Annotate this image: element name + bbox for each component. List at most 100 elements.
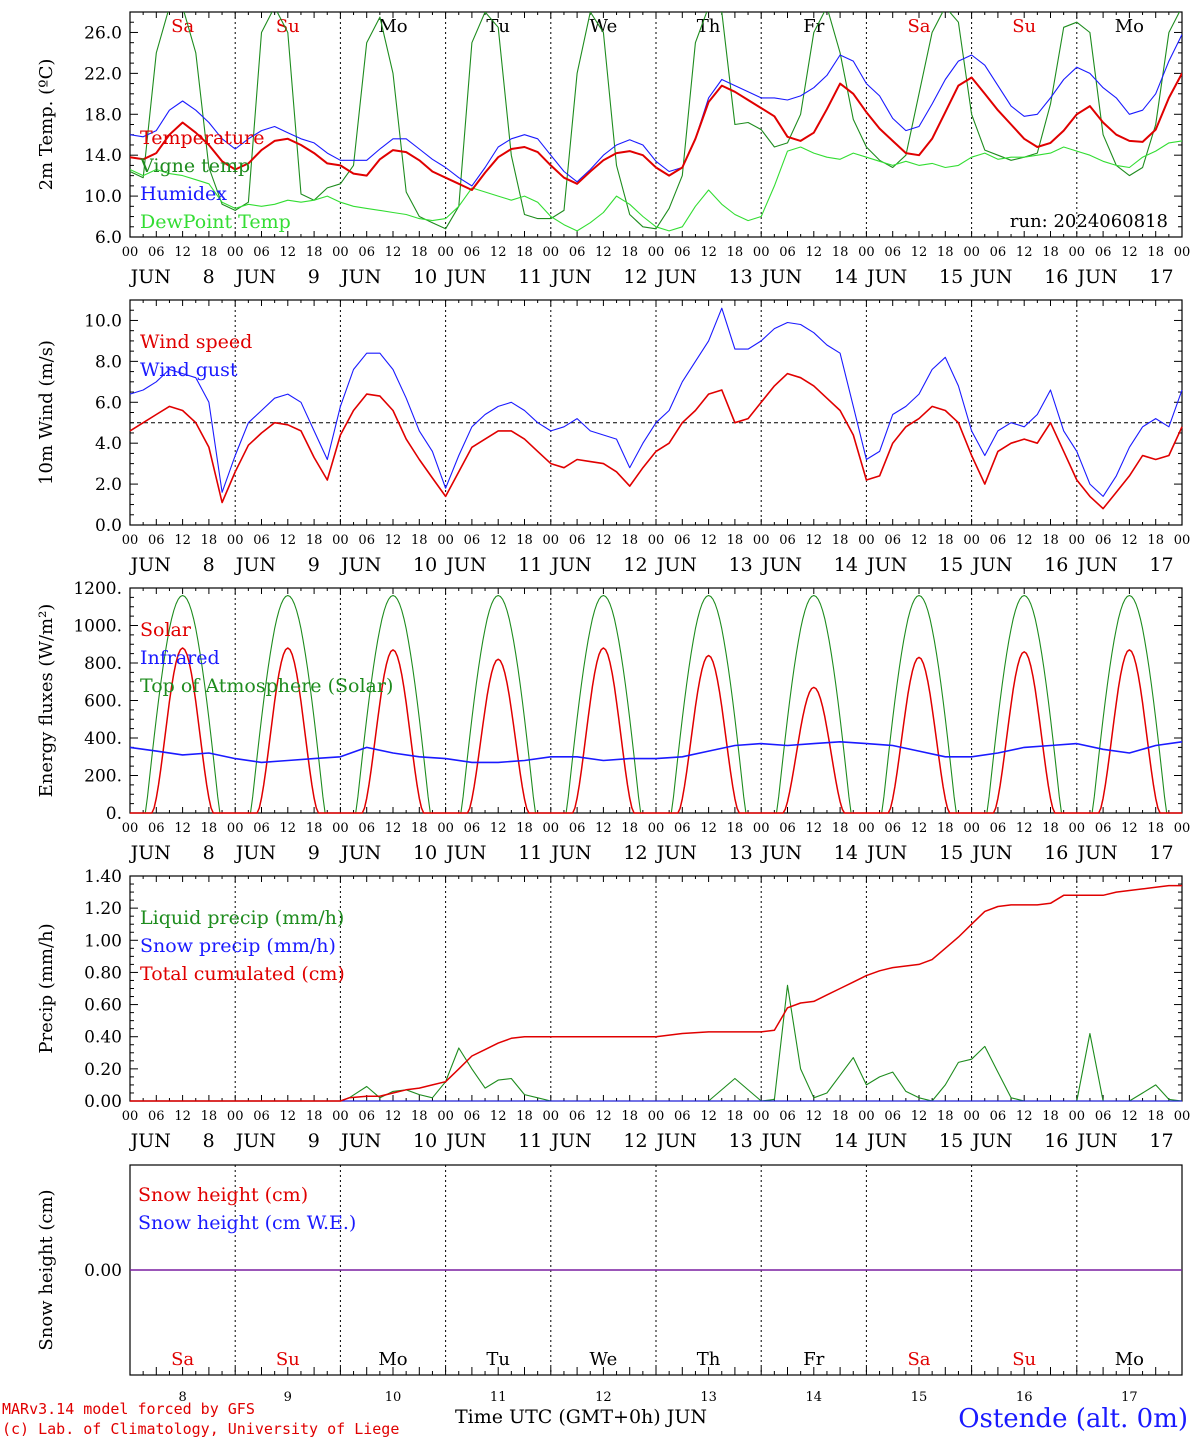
day-number-label: 14 (834, 1130, 858, 1152)
day-number-label: 16 (1016, 1390, 1033, 1405)
month-label: JUN (234, 266, 276, 288)
day-number-label: 12 (623, 842, 647, 864)
hour-tick-label: 12 (490, 533, 507, 548)
hour-tick-label: 00 (1174, 821, 1191, 836)
hour-tick-label: 12 (385, 1109, 402, 1124)
y-tick-label: 1.20 (84, 899, 122, 919)
hour-tick-label: 06 (1095, 533, 1112, 548)
month-label: JUN (865, 842, 907, 864)
hour-tick-label: 00 (1069, 821, 1086, 836)
legend-entry: Liquid precip (mm/h) (140, 907, 344, 929)
hour-tick-label: 06 (358, 533, 375, 548)
day-number-label: 17 (1149, 554, 1173, 576)
weekday-label: Su (276, 1349, 300, 1370)
day-number-label: 16 (1044, 842, 1068, 864)
hour-tick-label: 12 (911, 821, 928, 836)
hour-tick-label: 18 (621, 533, 638, 548)
y-axis-label: Snow height (cm) (36, 1189, 57, 1350)
y-tick-label: 800. (84, 654, 122, 674)
legend-entry: Humidex (140, 183, 227, 205)
hour-tick-label: 18 (201, 533, 218, 548)
hour-tick-label: 12 (280, 1109, 297, 1124)
y-tick-label: 600. (84, 692, 122, 712)
weekday-label: Mo (1115, 1349, 1144, 1370)
y-tick-label: 1.00 (84, 931, 122, 951)
hour-tick-label: 00 (122, 821, 139, 836)
panel-energy: 00 06 12 18 00 06 12 18 00 06 12 18 00 06 12 18 00 06 12 18… (36, 579, 1190, 864)
day-number-label: 8 (203, 1130, 215, 1152)
hour-tick-label: 00 (858, 533, 875, 548)
y-tick-label: 10.0 (84, 187, 122, 207)
hour-tick-label: 12 (806, 533, 823, 548)
hour-tick-label: 12 (911, 245, 928, 260)
series-line-solar (130, 647, 1182, 814)
y-tick-label: 1200. (73, 579, 122, 599)
day-number-label: 9 (284, 1390, 292, 1405)
hour-tick-label: 18 (1042, 245, 1059, 260)
time-axis-label: Time UTC (GMT+0h) JUN (455, 1406, 707, 1428)
hour-tick-label: 12 (700, 533, 717, 548)
hour-tick-label: 12 (385, 533, 402, 548)
weekday-label: Tu (486, 1349, 510, 1370)
y-tick-label: 200. (84, 767, 122, 787)
y-tick-label: 0.00 (84, 1092, 122, 1112)
hour-tick-label: 18 (201, 821, 218, 836)
hour-tick-label: 06 (148, 533, 165, 548)
day-number-label: 15 (911, 1390, 928, 1405)
hour-tick-label: 18 (937, 533, 954, 548)
hour-tick-label: 12 (806, 1109, 823, 1124)
day-number-label: 13 (729, 554, 753, 576)
hour-tick-label: 00 (648, 1109, 665, 1124)
hour-tick-label: 18 (937, 1109, 954, 1124)
hour-tick-label: 18 (1042, 1109, 1059, 1124)
hour-tick-label: 00 (858, 1109, 875, 1124)
hour-tick-label: 18 (937, 245, 954, 260)
month-label: JUN (970, 1130, 1012, 1152)
hour-tick-label: 00 (227, 533, 244, 548)
hour-tick-label: 12 (385, 821, 402, 836)
legend-entry: Wind gust (140, 359, 238, 381)
hour-tick-label: 12 (1121, 1109, 1138, 1124)
hour-tick-label: 00 (753, 821, 770, 836)
hour-tick-label: 12 (174, 1109, 191, 1124)
hour-tick-label: 12 (280, 821, 297, 836)
series-group (130, 12, 1182, 232)
day-number-label: 10 (385, 1390, 402, 1405)
y-tick-label: 10.0 (84, 311, 122, 331)
hour-tick-label: 18 (832, 1109, 849, 1124)
hour-tick-label: 18 (1042, 533, 1059, 548)
hour-tick-label: 00 (858, 245, 875, 260)
hour-tick-label: 00 (963, 245, 980, 260)
run-annotation: run: 2024060818 (1010, 211, 1168, 232)
hour-tick-label: 18 (832, 245, 849, 260)
month-label: JUN (865, 266, 907, 288)
day-number-label: 9 (308, 1130, 320, 1152)
month-label: JUN (1075, 266, 1117, 288)
day-number-label: 11 (490, 1390, 507, 1405)
day-number-label: 12 (623, 266, 647, 288)
legend-entry: Wind speed (140, 331, 252, 353)
weekday-label: Su (1012, 1349, 1036, 1370)
hour-tick-label: 00 (858, 821, 875, 836)
hour-tick-label: 12 (1121, 245, 1138, 260)
day-number-label: 8 (178, 1390, 186, 1405)
legend-entry: Temperature (140, 127, 264, 149)
hour-tick-label: 06 (148, 245, 165, 260)
hour-tick-label: 18 (832, 533, 849, 548)
hour-tick-label: 12 (806, 245, 823, 260)
hour-tick-label: 12 (595, 533, 612, 548)
hour-tick-label: 00 (648, 245, 665, 260)
hour-tick-label: 12 (1016, 245, 1033, 260)
day-number-label: 11 (518, 842, 542, 864)
day-number-label: 17 (1149, 1130, 1173, 1152)
hour-tick-label: 00 (332, 533, 349, 548)
day-number-label: 8 (203, 554, 215, 576)
hour-tick-label: 00 (437, 533, 454, 548)
hour-tick-label: 06 (884, 533, 901, 548)
hour-tick-label: 12 (700, 1109, 717, 1124)
hour-tick-label: 06 (253, 533, 270, 548)
month-label: JUN (970, 266, 1012, 288)
hour-tick-label: 00 (437, 1109, 454, 1124)
weekday-label: Sa (171, 16, 194, 37)
